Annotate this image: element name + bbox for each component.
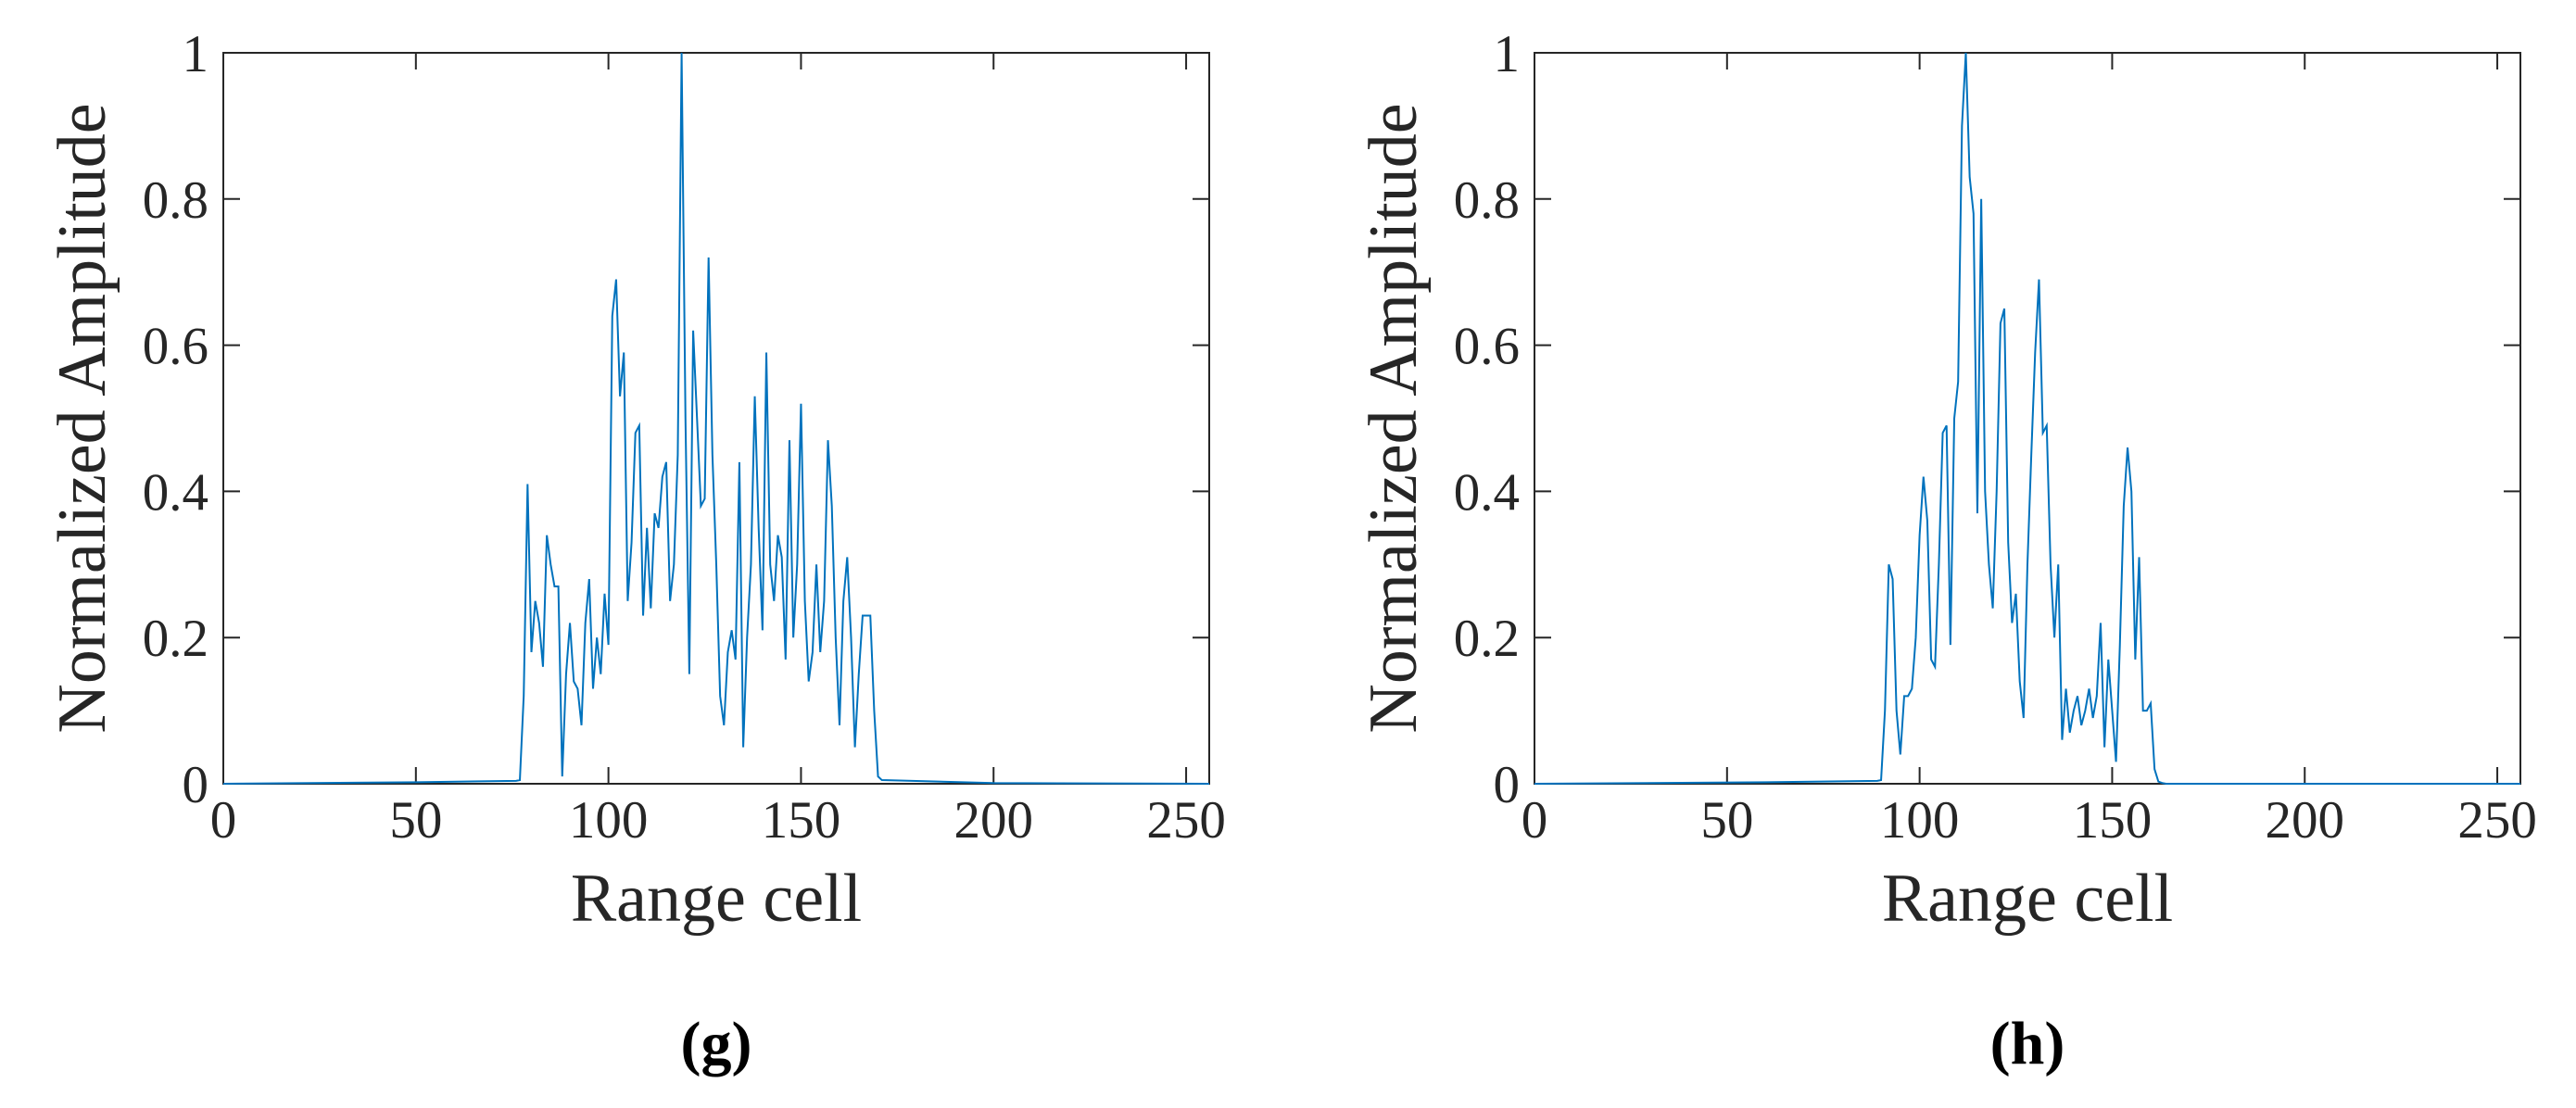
x-axis-label: Range cell: [571, 861, 862, 937]
plot-area: [1534, 52, 2521, 785]
caption: (g): [681, 1010, 752, 1077]
y-tick-label: 1: [1494, 25, 1521, 83]
chart: 0 50 100 150 200 250 0 0.2 0.4 0.6 0.8 1 Range cell N…: [1356, 25, 2537, 1077]
y-tick-label: 0: [1494, 756, 1521, 814]
y-tick-label: 1: [183, 25, 209, 83]
y-axis-label: Normalized Amplitude: [1356, 103, 1432, 733]
x-tick-label: 150: [2073, 791, 2153, 850]
y-tick-label: 0: [183, 756, 209, 814]
y-tick-label: 0.6: [143, 318, 208, 376]
x-tick-label: 250: [2457, 791, 2537, 850]
x-tick-label: 100: [569, 791, 649, 850]
y-tick-label: 0.4: [143, 463, 208, 522]
y-tick-label: 0.8: [143, 171, 208, 230]
y-tick-label: 0.2: [143, 610, 208, 668]
x-tick-label: 50: [389, 791, 442, 850]
x-tick-label: 0: [1522, 791, 1548, 850]
chart: 0 50 100 150 200 250 0 0.2 0.4 0.6 0.8 1 Range cell N…: [44, 25, 1226, 1077]
y-tick-label: 0.6: [1454, 318, 1520, 376]
y-axis-label: Normalized Amplitude: [44, 103, 120, 733]
x-tick-label: 50: [1700, 791, 1753, 850]
y-tick-label: 0.2: [1454, 610, 1520, 668]
x-tick-label: 200: [954, 791, 1034, 850]
data-line: [1534, 52, 2520, 785]
y-tick-label: 0.8: [1454, 171, 1520, 230]
x-tick-label: 0: [210, 791, 237, 850]
y-tick-label: 0.4: [1454, 463, 1520, 522]
x-axis-label: Range cell: [1882, 861, 2173, 937]
plot-area: [222, 52, 1210, 785]
x-tick-label: 200: [2266, 791, 2345, 850]
data-line: [222, 52, 1210, 785]
x-tick-label: 100: [1880, 791, 1960, 850]
x-tick-label: 250: [1146, 791, 1226, 850]
caption: (h): [1990, 1010, 2065, 1077]
x-tick-label: 150: [762, 791, 841, 850]
